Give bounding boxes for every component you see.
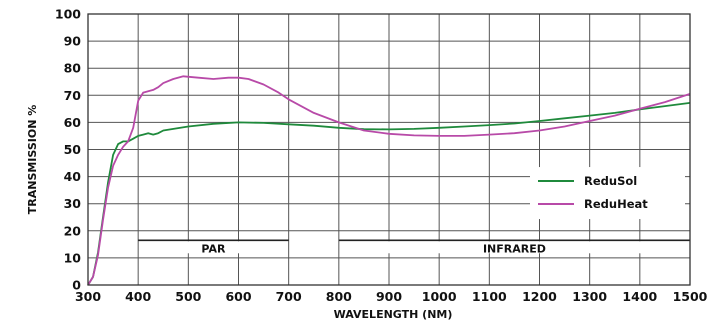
- y-tick-label: 20: [64, 223, 82, 238]
- x-tick-label: 800: [326, 289, 352, 304]
- legend-label: ReduHeat: [584, 197, 648, 211]
- plot-frame: [87, 13, 691, 286]
- y-tick-label: 90: [64, 34, 82, 49]
- x-tick-label: 900: [376, 289, 402, 304]
- y-tick-label: 30: [64, 196, 82, 211]
- x-tick-label: 600: [225, 289, 251, 304]
- y-tick-label: 100: [55, 7, 81, 22]
- x-tick-label: 1000: [422, 289, 457, 304]
- legend-label: ReduSol: [584, 174, 637, 188]
- legend: ReduSol ReduHeat: [530, 167, 685, 220]
- x-tick-label: 500: [175, 289, 201, 304]
- y-tick-label: 50: [64, 142, 82, 157]
- x-tick-label: 1200: [522, 289, 557, 304]
- x-tick-label: 300: [75, 289, 101, 304]
- x-tick-label: 1100: [472, 289, 507, 304]
- x-tick-label: 1400: [622, 289, 657, 304]
- x-axis-title: WAVELENGTH (NM): [334, 308, 453, 321]
- x-tick-label: 700: [276, 289, 302, 304]
- x-tick-label: 400: [125, 289, 151, 304]
- y-tick-label: 70: [64, 88, 82, 103]
- legend-background: [530, 167, 685, 220]
- band-background: [339, 241, 689, 254]
- x-tick-label: 1500: [673, 289, 708, 304]
- y-tick-label: 40: [64, 169, 82, 184]
- series-line-redusol: [87, 102, 691, 286]
- wavelength-bands: PAR INFRARED: [138, 239, 690, 255]
- y-tick-label: 0: [72, 278, 81, 293]
- series-line-reduheat: [87, 75, 691, 286]
- y-tick-label: 10: [64, 250, 82, 265]
- y-tick-label: 80: [64, 61, 82, 76]
- band-label: INFRARED: [483, 242, 546, 255]
- y-tick-label: 60: [64, 115, 82, 130]
- band-background: [139, 241, 288, 254]
- band-label: PAR: [201, 242, 226, 255]
- x-tick-label: 1300: [572, 289, 607, 304]
- axes: 300 400 500 600 700 800 900 1000 1100 1200 1300 140…: [55, 7, 708, 305]
- y-axis-title: TRANSMISSION %: [26, 105, 39, 215]
- data-series: [87, 75, 691, 286]
